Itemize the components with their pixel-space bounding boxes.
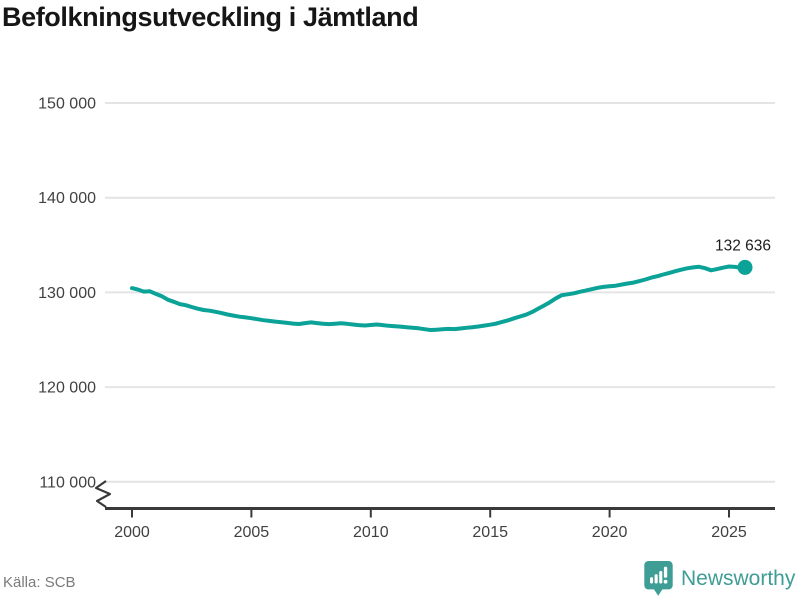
x-axis-label: 2015: [472, 524, 508, 541]
newsworthy-icon: [644, 561, 673, 596]
page-title: Befolkningsutveckling i Jämtland: [2, 2, 419, 32]
x-axis-label: 2025: [711, 524, 747, 541]
y-axis-label: 130 000: [38, 285, 96, 302]
source-label: Källa: SCB: [3, 574, 76, 591]
end-point-marker: [737, 259, 753, 275]
y-axis-label: 120 000: [38, 380, 96, 397]
axis-break-icon: [94, 480, 112, 508]
x-axis-label: 2020: [592, 524, 628, 541]
y-axis-label: 150 000: [38, 96, 96, 113]
x-axis-label: 2010: [353, 524, 389, 541]
brand-name: Newsworthy: [681, 566, 796, 590]
x-axis-label: 2005: [234, 524, 270, 541]
y-axis-label: 110 000: [39, 474, 96, 491]
x-axis-label: 2000: [114, 524, 150, 541]
end-value-label: 132 636: [715, 237, 771, 254]
population-line: [130, 264, 747, 332]
newsworthy-logo: Newsworthy: [644, 561, 795, 596]
y-axis-label: 140 000: [38, 190, 96, 207]
